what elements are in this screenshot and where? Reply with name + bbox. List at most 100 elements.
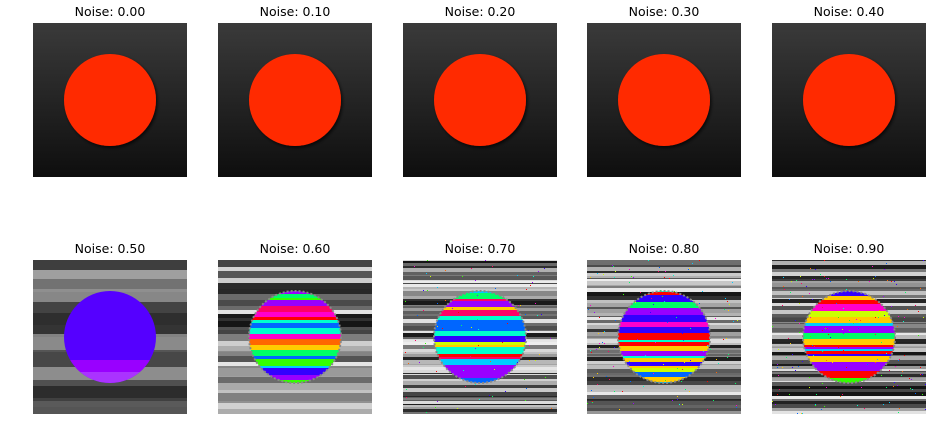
noise-speck (623, 294, 624, 295)
noise-speck (653, 304, 654, 305)
noise-stripe (403, 267, 557, 268)
noise-speck (445, 300, 446, 301)
noise-speck (478, 345, 479, 346)
noise-speck (824, 406, 825, 407)
noise-stripe (772, 396, 926, 399)
noise-speck (920, 288, 921, 289)
noise-speck (788, 338, 789, 339)
noise-speck (920, 374, 921, 375)
noise-speck (795, 320, 796, 321)
noise-speck (799, 323, 800, 324)
noise-speck (597, 373, 598, 374)
noise-speck (614, 391, 615, 392)
red-circle (618, 54, 710, 146)
noise-speck (789, 299, 790, 300)
noise-speck (822, 307, 823, 308)
noise-speck (875, 317, 876, 318)
noise-stripe (772, 287, 926, 289)
noise-speck (797, 413, 798, 414)
noise-speck (665, 271, 666, 272)
noise-speck (732, 282, 733, 283)
noise-speck (886, 353, 887, 354)
noise-speck (537, 315, 538, 316)
panel-noise-9: Noise: 0.90 (772, 241, 926, 414)
noise-speck (898, 360, 899, 361)
noise-speck (899, 359, 900, 360)
noise-speck (485, 260, 486, 261)
noise-speck (873, 278, 874, 279)
noise-speck (662, 296, 663, 297)
noise-speck (897, 326, 898, 327)
noise-speck (813, 355, 814, 356)
noise-speck (494, 369, 495, 370)
noise-stripe (587, 271, 741, 273)
noise-speck (604, 331, 605, 332)
panel-title: Noise: 0.00 (74, 4, 146, 19)
noise-speck (884, 315, 885, 316)
noise-speck (922, 374, 923, 375)
noise-speck (911, 379, 912, 380)
noise-speck (867, 364, 868, 365)
noise-speck (727, 357, 728, 358)
noise-speck (707, 381, 708, 382)
noise-speck (896, 284, 897, 285)
noise-stripe (403, 385, 557, 388)
noise-speck (436, 371, 437, 372)
noise-stripe (403, 280, 557, 281)
noise-stripe (33, 270, 187, 279)
noise-speck (629, 269, 630, 270)
noise-stripe (587, 408, 741, 411)
noise-speck (815, 405, 816, 406)
noise-speck (779, 389, 780, 390)
noise-speck (677, 368, 678, 369)
noise-speck (631, 276, 632, 277)
noise-speck (830, 281, 831, 282)
noise-speck (907, 309, 908, 310)
noise-speck (604, 343, 605, 344)
noise-stripe (587, 279, 741, 281)
noise-speck (417, 315, 418, 316)
noise-stripe (587, 278, 741, 279)
noise-speck (802, 413, 803, 414)
red-circle (803, 54, 895, 146)
noise-stripe (403, 287, 557, 289)
noise-stripe (403, 261, 557, 263)
noise-speck (507, 323, 508, 324)
noise-stripe (403, 272, 557, 275)
noise-speck (437, 303, 438, 304)
noise-speck (894, 382, 895, 383)
noise-speck (597, 273, 598, 274)
noise-speck (406, 397, 407, 398)
noise-speck (792, 354, 793, 355)
noise-speck (602, 342, 603, 343)
noise-speck (495, 288, 496, 289)
noisy-circle (249, 291, 341, 383)
noise-speck (452, 308, 453, 309)
noise-speck (478, 329, 479, 330)
noise-speck (884, 269, 885, 270)
noise-speck (505, 391, 506, 392)
noise-speck (603, 274, 604, 275)
noise-speck (849, 320, 850, 321)
noise-speck (820, 274, 821, 275)
noise-speck (633, 277, 634, 278)
panel-noise-3: Noise: 0.30 (587, 4, 741, 177)
noise-speck (664, 277, 665, 278)
noise-speck (824, 260, 825, 261)
noise-speck (718, 363, 719, 364)
noise-speck (925, 409, 926, 410)
noise-speck (877, 359, 878, 360)
noise-speck (658, 271, 659, 272)
noisy-circle (64, 291, 156, 383)
noise-stripe (33, 386, 187, 398)
noise-speck (846, 300, 847, 301)
noise-speck (795, 370, 796, 371)
noise-speck (682, 333, 683, 334)
noise-speck (775, 404, 776, 405)
noise-speck (653, 373, 654, 374)
noise-image (33, 260, 187, 414)
noise-stripe (587, 399, 741, 400)
noise-speck (828, 278, 829, 279)
noise-speck (599, 343, 600, 344)
noise-speck (827, 328, 828, 329)
